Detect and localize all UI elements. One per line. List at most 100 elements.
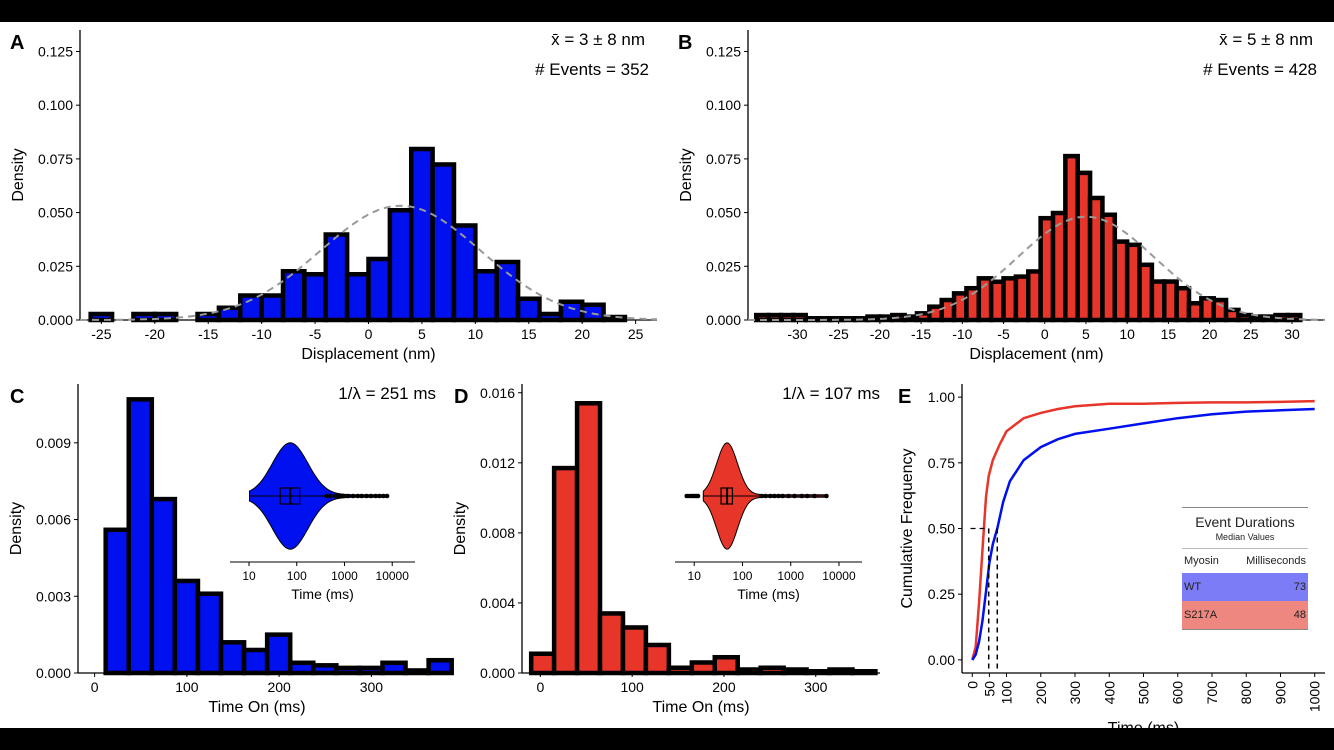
- histogram-bar: [380, 660, 408, 676]
- y-tick-label: 0.050: [706, 205, 741, 221]
- y-tick-label: 0.025: [706, 258, 741, 274]
- histogram-bar: [195, 591, 224, 676]
- inset-x-tick-label: 10: [242, 569, 256, 583]
- histogram-bar: [597, 611, 626, 676]
- violin-outlier: [780, 493, 785, 499]
- x-tick-label: 0: [365, 326, 373, 342]
- violin-outlier: [334, 493, 340, 499]
- median-table-header-myosin: Myosin: [1184, 555, 1219, 567]
- median-table-row-wt: WT 73: [1182, 573, 1308, 601]
- x-tick-label: 20: [574, 326, 590, 342]
- violin-outlier: [327, 493, 333, 499]
- x-tick-label: -5: [309, 326, 322, 342]
- histogram-bar: [558, 299, 585, 323]
- normal-fit-curve: [80, 204, 658, 321]
- inset-x-tick-label: 100: [287, 569, 307, 583]
- violin-outlier: [763, 493, 768, 499]
- y-tick-label: 0.100: [706, 97, 741, 113]
- x-tick-label: 5: [1082, 326, 1090, 342]
- x-tick-label: -10: [252, 326, 272, 342]
- x-tick-label: 500: [1136, 681, 1152, 705]
- violin-outlier: [359, 493, 365, 499]
- histogram-bar: [302, 271, 329, 323]
- violin-inset: 10 100 1000 10000 Time (ms): [230, 442, 415, 602]
- histogram-bar: [473, 268, 499, 323]
- y-tick-label: 0.75: [928, 455, 955, 471]
- panel-C: C 0.000 0.003 0.006 0.009 0 100 200 300 Time On (…: [8, 384, 454, 716]
- x-tick-label: -25: [91, 326, 111, 342]
- histogram-bar: [334, 665, 362, 676]
- panel-A: A 0.000 0.025 0.050 0.075 0.100 0.125 -25 -20 -15…: [10, 30, 658, 363]
- x-tick-label: -25: [829, 326, 849, 342]
- annotation: 1/λ = 107 ms: [782, 384, 880, 403]
- histogram-bar: [620, 625, 649, 676]
- panel-B: B 0.000 0.025 0.050 0.075 0.100 0.125 -30 -25 -20…: [678, 30, 1326, 363]
- histogram-bar: [601, 314, 628, 323]
- inset-x-tick-label: 10000: [376, 569, 410, 583]
- violin-outlier: [804, 493, 810, 499]
- y-tick-label: 0.000: [36, 665, 71, 681]
- y-tick-label: 0.075: [706, 151, 741, 167]
- histogram-bar: [781, 667, 809, 676]
- panel-label: E: [898, 386, 911, 408]
- inset-x-axis-label: Time (ms): [291, 586, 353, 602]
- x-tick-label: 10: [468, 326, 484, 342]
- violin-outlier: [345, 493, 351, 499]
- histogram-bar: [758, 665, 786, 676]
- y-tick-label: 0.016: [480, 385, 515, 401]
- violin-outlier: [799, 493, 805, 499]
- x-tick-label: 30: [1284, 326, 1300, 342]
- histogram-bar: [850, 668, 878, 676]
- histogram-bars: [753, 153, 1303, 323]
- x-axis-label: Displacement (nm): [969, 346, 1103, 363]
- histogram-bar: [689, 660, 718, 676]
- inset-x-tick-label: 1000: [331, 569, 358, 583]
- y-axis-label: Density: [8, 502, 25, 555]
- cumulative-line: [971, 399, 1315, 661]
- y-tick-label: 0.025: [38, 258, 73, 274]
- median-table-header-ms: Milliseconds: [1246, 555, 1306, 567]
- histogram-bar: [264, 632, 293, 676]
- violin-outlier: [695, 493, 701, 499]
- histogram-bars: [528, 401, 878, 676]
- histogram-bar: [241, 647, 270, 676]
- median-table-row-label: WT: [1184, 581, 1202, 593]
- x-tick-label: 1000: [1307, 681, 1323, 712]
- violin-outlier: [380, 493, 386, 499]
- x-tick-label: 0: [536, 679, 544, 695]
- x-tick-label: 100: [620, 679, 644, 695]
- violin-outlier: [384, 493, 390, 499]
- x-tick-label: 100: [175, 679, 199, 695]
- inset-x-axis-label: Time (ms): [737, 586, 799, 602]
- x-tick-label: 300: [1067, 681, 1083, 705]
- annotation: 1/λ = 251 ms: [338, 384, 436, 403]
- histogram-bar: [579, 302, 606, 323]
- histogram-bars: [88, 146, 628, 323]
- histogram-bar: [451, 223, 478, 323]
- violin-outlier: [812, 493, 817, 499]
- x-axis-label: Displacement (nm): [301, 346, 435, 363]
- y-tick-label: 0.125: [706, 43, 741, 59]
- histogram-bar: [216, 305, 243, 323]
- x-axis-label: Time On (ms): [208, 699, 305, 716]
- x-tick-label: 0: [1041, 326, 1049, 342]
- violin-outlier: [768, 493, 773, 499]
- y-tick-label: 0.004: [480, 595, 515, 611]
- histogram-bar: [280, 268, 307, 323]
- violin-outlier: [759, 493, 764, 499]
- histogram-bar: [357, 665, 385, 676]
- x-tick-label: 200: [267, 679, 291, 695]
- histogram-bar: [311, 663, 339, 676]
- x-tick-label: 25: [1243, 326, 1259, 342]
- histogram-bar: [494, 259, 521, 323]
- x-tick-label: 10: [1119, 326, 1135, 342]
- histogram-bar: [643, 642, 672, 676]
- cumulative-line: [971, 407, 1315, 661]
- histogram-bar: [387, 207, 414, 323]
- figure-canvas: A 0.000 0.025 0.050 0.075 0.100 0.125 -25 -20 -15…: [0, 22, 1334, 737]
- normal-fit-curve: [748, 215, 1326, 321]
- histogram-bar: [172, 578, 201, 676]
- histogram-bar: [149, 496, 178, 676]
- x-tick-label: 15: [521, 326, 537, 342]
